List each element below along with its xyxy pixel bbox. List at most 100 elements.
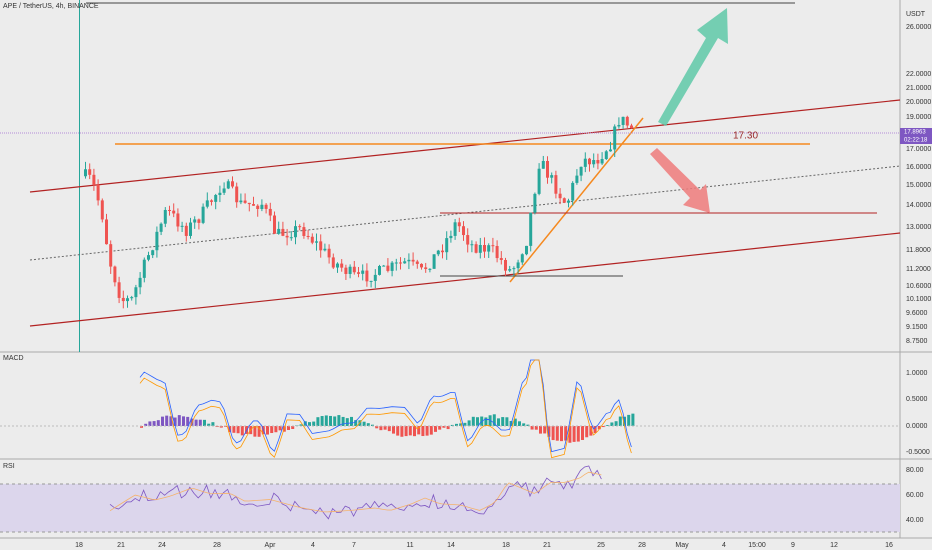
candle: [390, 262, 394, 271]
macd-bar: [152, 421, 156, 426]
candle: [457, 222, 461, 227]
macd-bar: [501, 417, 505, 426]
candle: [621, 116, 625, 125]
time-label: 14: [447, 542, 455, 549]
macd-bar: [341, 416, 345, 426]
candle: [142, 259, 146, 278]
candle: [546, 160, 549, 178]
candle: [462, 226, 465, 236]
symbol-title: APE / TetherUS, 4h, BINANCE: [3, 3, 99, 10]
macd-bar: [266, 426, 269, 435]
macd-bar: [610, 422, 614, 426]
macd-bar: [291, 426, 295, 429]
macd-bar: [492, 414, 496, 426]
macd-bar: [236, 426, 240, 434]
candle: [609, 149, 612, 152]
candle: [281, 228, 285, 236]
macd-bar: [215, 426, 219, 428]
candle: [315, 241, 318, 243]
macd-bar: [618, 416, 622, 426]
candle: [235, 186, 239, 203]
macd-bar: [140, 426, 143, 428]
candle: [180, 225, 184, 227]
price-label: 11.2000: [906, 266, 931, 273]
macd-bar: [312, 421, 316, 426]
candle: [554, 175, 558, 194]
candle: [285, 235, 289, 238]
macd-bar: [383, 426, 387, 430]
macd-bar: [392, 426, 395, 434]
macd-bar: [547, 426, 551, 437]
candle: [613, 126, 617, 150]
candle: [491, 245, 495, 247]
candle: [239, 200, 243, 203]
macd-bar: [400, 426, 404, 437]
price-label: 14.0000: [906, 202, 931, 209]
candle: [428, 268, 432, 270]
candle: [361, 270, 365, 274]
candle: [138, 277, 142, 288]
macd-bar: [627, 414, 631, 426]
macd-bar: [308, 422, 311, 426]
macd-bar: [333, 416, 337, 426]
candle: [294, 226, 297, 238]
time-label: 25: [597, 542, 605, 549]
candle: [441, 250, 444, 253]
price-label: 13.0000: [906, 224, 931, 231]
candle: [273, 215, 276, 234]
macd-bar: [438, 426, 442, 430]
macd-bar: [555, 426, 559, 441]
channel-top: [29, 99, 901, 193]
rsi-label: 60.00: [906, 492, 924, 499]
candle: [205, 200, 209, 207]
macd-bar: [467, 420, 471, 426]
candle: [264, 204, 268, 209]
macd-bar: [526, 424, 530, 426]
candle: [474, 244, 478, 253]
price-label: 9.1500: [906, 324, 928, 331]
candle: [453, 222, 457, 236]
macd-bar: [329, 415, 332, 426]
time-label: 15:00: [748, 542, 766, 549]
candle: [470, 244, 474, 246]
axis-unit: USDT: [906, 11, 926, 18]
candle: [432, 254, 436, 269]
candle: [403, 261, 407, 264]
macd-bar: [350, 416, 353, 426]
candle: [214, 195, 218, 202]
macd-bar: [564, 426, 568, 441]
candle: [378, 265, 381, 275]
candle: [218, 192, 222, 196]
macd-bar: [287, 426, 290, 430]
candle: [508, 269, 512, 271]
macd-bar: [408, 426, 412, 436]
countdown: 02:22:18: [904, 138, 928, 144]
macd-bar: [413, 426, 416, 437]
candle: [449, 235, 453, 239]
candle: [579, 166, 583, 176]
candle: [189, 222, 192, 236]
macd-bar: [505, 417, 509, 426]
candle: [369, 280, 373, 282]
time-label: 4: [722, 542, 726, 549]
candle: [159, 223, 163, 232]
candle: [147, 255, 150, 260]
candle: [525, 245, 528, 255]
candle: [121, 297, 125, 302]
last-price-box: [900, 128, 932, 144]
time-label: 18: [75, 542, 83, 549]
macd-bar: [144, 423, 148, 426]
time-label: 9: [791, 542, 795, 549]
candle: [466, 235, 470, 245]
price-label: 21.0000: [906, 85, 931, 92]
candle: [184, 225, 188, 236]
macd-bar: [522, 423, 526, 426]
candle: [210, 200, 213, 202]
candle: [399, 262, 402, 264]
candle: [84, 169, 87, 177]
macd-bar: [518, 421, 521, 426]
candle: [172, 210, 176, 214]
candle: [226, 181, 230, 189]
